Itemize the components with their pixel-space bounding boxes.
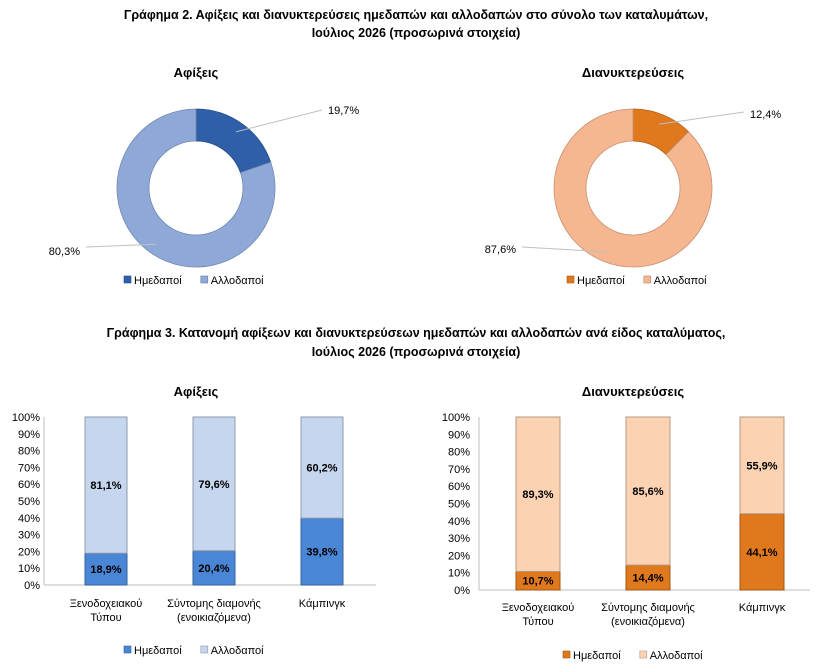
bar-chart-nights: Διανυκτερεύσεις 0% 10% 20% 30% 40% 50% 60% 70% 80…: [442, 384, 810, 662]
bar-segment-domestic: [84, 552, 128, 586]
leader-line: [659, 111, 745, 125]
legend-swatch: [200, 275, 209, 284]
legend-label: Αλλοδαποί: [211, 645, 264, 657]
legend-label: Ημεδαποί: [577, 275, 625, 287]
y-tick-label: 30%: [18, 530, 40, 542]
pie-chart-arrivals: Αφίξεις 19,7% 80,3% Ημεδαποί Αλλοδαποί: [49, 65, 360, 287]
leader-line: [235, 109, 323, 133]
bar-segment-foreign: [192, 416, 236, 552]
bar-value-label: 89,3%: [522, 489, 553, 501]
y-tick-label: 90%: [448, 429, 470, 441]
x-category-label: (ενοικιαζόμενα): [611, 616, 685, 628]
y-tick-label: 80%: [18, 446, 40, 458]
bar-value-label: 20,4%: [198, 563, 229, 575]
y-tick-label: 40%: [448, 516, 470, 528]
y-tick-label: 20%: [448, 550, 470, 562]
leader-line: [521, 246, 607, 253]
legend-label: Ημεδαποί: [134, 645, 182, 657]
y-tick-label: 20%: [18, 546, 40, 558]
y-tick-label: 100%: [442, 412, 470, 424]
y-tick-label: 90%: [18, 429, 40, 441]
bar-segment-foreign: [739, 416, 785, 515]
bar-value-label: 10,7%: [522, 576, 553, 588]
chart-title: Αφίξεις: [174, 65, 219, 80]
donut-slice-domestic: [195, 108, 272, 174]
legend-swatch: [566, 275, 575, 284]
legend-label: Αλλοδαποί: [654, 275, 707, 287]
leader-line: [85, 243, 156, 248]
bar-segment-foreign: [300, 416, 344, 519]
slice-label: 19,7%: [328, 105, 359, 117]
slice-label: 12,4%: [750, 109, 781, 121]
legend-label: Ημεδαποί: [134, 275, 182, 287]
x-category-label: Τύπου: [90, 612, 121, 624]
y-tick-label: 70%: [18, 462, 40, 474]
bar-segment-foreign: [84, 416, 128, 554]
bar-chart-arrivals: Αφίξεις 0% 10% 20% 30% 40% 50% 60% 70% 80% 90% 100%…: [12, 384, 376, 657]
y-tick-label: 0%: [24, 580, 40, 592]
bar-value-label: 14,4%: [632, 573, 663, 585]
y-tick-label: 60%: [448, 481, 470, 493]
donut-slice-foreign: [553, 108, 713, 268]
donut-slice-foreign: [116, 108, 276, 268]
bar-value-label: 55,9%: [746, 460, 777, 472]
y-tick-label: 100%: [12, 412, 40, 424]
legend-swatch: [639, 650, 648, 659]
y-tick-label: 50%: [18, 496, 40, 508]
legend-label: Αλλοδαποί: [650, 650, 703, 662]
figure3-title-line2: Ιούλιος 2026 (προσωρινά στοιχεία): [312, 345, 521, 359]
y-tick-label: 0%: [454, 585, 470, 597]
x-category-label: Κάμπινγκ: [299, 598, 346, 610]
bar-segment-domestic: [300, 517, 344, 586]
chart-title: Διανυκτερεύσεις: [582, 384, 684, 399]
legend-swatch: [200, 645, 209, 654]
bar-segment-domestic: [625, 564, 671, 591]
figure2-title-line2: Ιούλιος 2026 (προσωρινά στοιχεία): [312, 26, 521, 40]
x-category-label: Σύντομης διαμονής: [601, 602, 695, 614]
bar-value-label: 60,2%: [306, 463, 337, 475]
legend-swatch: [123, 275, 132, 284]
bar-value-label: 39,8%: [306, 547, 337, 559]
y-tick-label: 60%: [18, 479, 40, 491]
bar-segment-domestic: [739, 513, 785, 591]
y-tick-label: 10%: [18, 563, 40, 575]
y-tick-label: 80%: [448, 447, 470, 459]
x-category-label: Ξενοδοχειακού: [502, 602, 575, 614]
bar-value-label: 85,6%: [632, 486, 663, 498]
legend-swatch: [562, 650, 571, 659]
x-category-label: Σύντομης διαμονής: [167, 598, 261, 610]
legend-label: Ημεδαποί: [573, 650, 621, 662]
pie-chart-nights: Διανυκτερεύσεις 12,4% 87,6% Ημεδαποί Αλλοδαπ…: [485, 65, 782, 287]
chart-title: Διανυκτερεύσεις: [582, 65, 684, 80]
bar-value-label: 81,1%: [90, 480, 121, 492]
bar-value-label: 18,9%: [90, 564, 121, 576]
figure3-title-line1: Γράφημα 3. Κατανομή αφίξεων και διανυκτε…: [107, 326, 726, 340]
chart-title: Αφίξεις: [174, 384, 219, 399]
x-category-label: Κάμπινγκ: [739, 602, 786, 614]
bar-value-label: 79,6%: [198, 479, 229, 491]
y-tick-label: 10%: [448, 568, 470, 580]
x-category-label: Ξενοδοχειακού: [70, 598, 143, 610]
figure2-title-line1: Γράφημα 2. Αφίξεις και διανυκτερεύσεις η…: [124, 8, 708, 22]
slice-label: 80,3%: [49, 246, 80, 258]
y-tick-label: 50%: [448, 499, 470, 511]
legend-swatch: [643, 275, 652, 284]
y-tick-label: 40%: [18, 513, 40, 525]
bar-segment-foreign: [625, 416, 671, 566]
legend-swatch: [123, 645, 132, 654]
legend-label: Αλλοδαποί: [211, 275, 264, 287]
y-tick-label: 70%: [448, 464, 470, 476]
y-tick-label: 30%: [448, 533, 470, 545]
bar-segment-domestic: [192, 550, 236, 586]
bar-segment-foreign: [515, 416, 561, 572]
bar-value-label: 44,1%: [746, 547, 777, 559]
x-category-label: Τύπου: [522, 616, 553, 628]
slice-label: 87,6%: [485, 244, 516, 256]
x-category-label: (ενοικιαζόμενα): [177, 612, 251, 624]
